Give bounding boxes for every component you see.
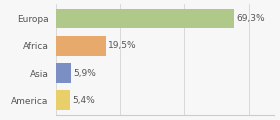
Bar — [56, 90, 70, 110]
Bar — [56, 63, 71, 83]
Bar — [56, 9, 234, 28]
Text: 5,4%: 5,4% — [72, 96, 95, 105]
Text: 69,3%: 69,3% — [236, 14, 265, 23]
Bar — [56, 36, 106, 56]
Text: 5,9%: 5,9% — [73, 69, 96, 78]
Text: 19,5%: 19,5% — [108, 41, 137, 50]
